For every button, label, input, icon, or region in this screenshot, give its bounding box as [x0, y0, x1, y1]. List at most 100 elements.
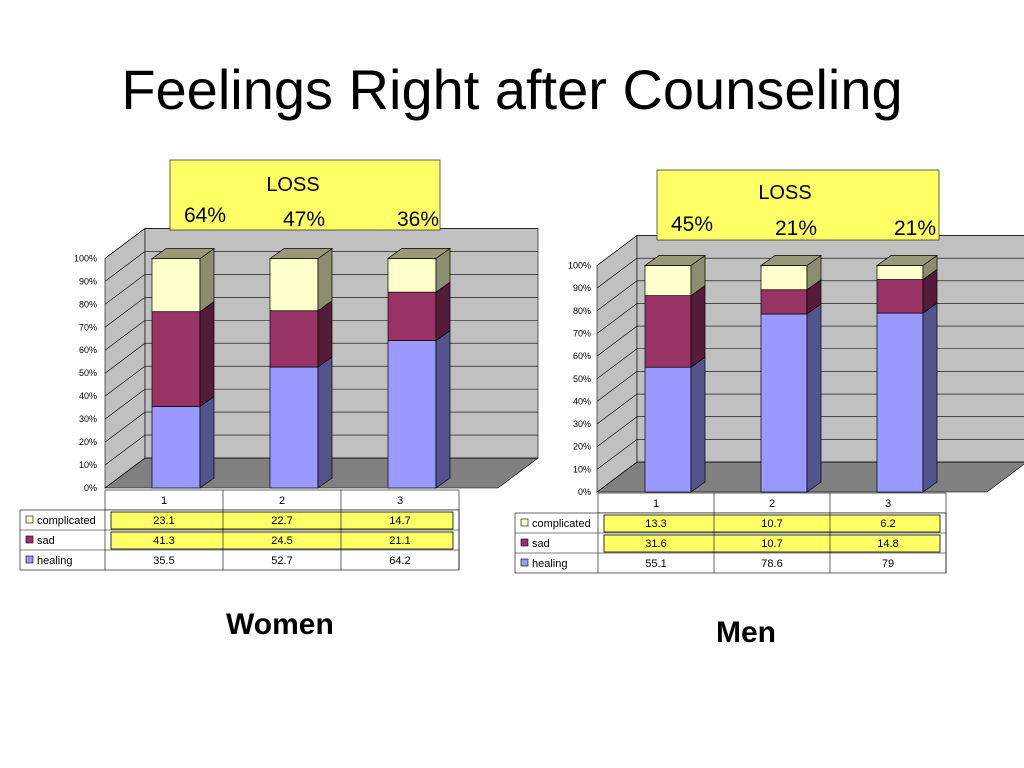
men-x-category-label: 1	[653, 498, 659, 510]
women-legend-label: healing	[37, 555, 72, 567]
men-x-category-label: 2	[769, 498, 775, 510]
women-caption: Women	[226, 608, 334, 641]
men-table-row-highlight	[603, 534, 941, 553]
women-bar-top-1	[150, 248, 216, 259]
women-y-tick-label: 60%	[79, 345, 97, 355]
men-loss-box	[656, 169, 940, 241]
men-y-tick-label: 90%	[573, 283, 591, 293]
men-y-tick-label: 50%	[573, 374, 591, 384]
women-table-value: 21.1	[389, 535, 410, 547]
men-bar-complicated-2	[760, 265, 808, 291]
men-table-value: 6.2	[880, 518, 895, 530]
men-legend-label: sad	[532, 538, 550, 550]
women-y-tick-label: 50%	[79, 368, 97, 378]
men-x-category-label: 3	[885, 498, 891, 510]
men-bar-complicated-3	[876, 265, 924, 280]
women-legend-label: complicated	[37, 515, 96, 527]
men-y-tick-label: 100%	[568, 261, 591, 271]
men-table-value: 14.8	[877, 538, 898, 550]
men-table-value: 10.7	[761, 518, 782, 530]
men-bar-top-3	[875, 255, 939, 266]
women-x-category-label: 1	[161, 495, 167, 507]
women-loss-label: LOSS	[266, 174, 319, 196]
men-loss-value: 21%	[775, 217, 817, 240]
men-table-value: 31.6	[645, 538, 666, 550]
women-legend-label: sad	[37, 535, 55, 547]
men-legend-swatch-sad	[520, 538, 529, 547]
men-bar-healing-2	[760, 313, 808, 493]
men-y-tick-label: 60%	[573, 351, 591, 361]
men-y-tick-label: 70%	[573, 328, 591, 338]
men-bar-side-sad-1	[690, 284, 706, 368]
women-y-tick-label: 90%	[79, 276, 97, 286]
women-y-tick-label: 40%	[79, 391, 97, 401]
women-table-row-highlight	[110, 511, 454, 530]
men-table-value: 10.7	[761, 538, 782, 550]
men-bar-sad-1	[644, 295, 692, 368]
women-y-tick-label: 80%	[79, 299, 97, 309]
men-table-value: 79	[882, 558, 894, 570]
men-y-tick-label: 20%	[573, 442, 591, 452]
page-title: Feelings Right after Counseling	[121, 58, 903, 121]
women-x-category-label: 2	[279, 495, 285, 507]
women-y-tick-label: 0%	[84, 483, 97, 493]
men-bar-sad-3	[876, 279, 924, 314]
women-table-row-highlight	[110, 531, 454, 550]
women-y-tick-label: 20%	[79, 437, 97, 447]
women-table-value: 52.7	[271, 555, 292, 567]
men-loss-value: 45%	[671, 213, 713, 236]
men-loss-value: 21%	[894, 217, 936, 240]
women-bar-complicated-3	[387, 258, 437, 293]
men-bar-side-healing-2	[806, 303, 822, 493]
women-table-value: 22.7	[271, 515, 292, 527]
men-y-tick-label: 0%	[578, 487, 591, 497]
women-bar-healing-2	[269, 366, 319, 489]
men-bar-top-1	[643, 255, 707, 266]
women-table-value: 23.1	[153, 515, 174, 527]
men-bar-healing-3	[876, 312, 924, 493]
men-table-value: 55.1	[645, 558, 666, 570]
men-legend-swatch-healing	[520, 558, 529, 567]
women-table-value: 41.3	[153, 535, 174, 547]
women-table-value: 35.5	[153, 555, 174, 567]
women-legend-swatch-healing	[25, 555, 34, 564]
women-y-tick-label: 100%	[74, 253, 97, 263]
women-y-tick-label: 70%	[79, 322, 97, 332]
women-loss-value: 47%	[283, 208, 325, 231]
women-bar-top-3	[386, 248, 452, 259]
women-loss-value: 64%	[184, 204, 226, 227]
women-y-tick-label: 30%	[79, 414, 97, 424]
women-bar-top-2	[268, 248, 334, 259]
men-legend-label: healing	[532, 558, 567, 570]
women-y-tick-label: 10%	[79, 460, 97, 470]
women-table-value: 14.7	[389, 515, 410, 527]
women-legend-swatch-complicated	[25, 515, 34, 524]
women-bar-complicated-2	[269, 258, 319, 312]
men-caption: Men	[716, 616, 776, 649]
men-y-tick-label: 40%	[573, 396, 591, 406]
men-bar-complicated-1	[644, 265, 692, 296]
men-legend-swatch-complicated	[520, 518, 529, 527]
men-bar-side-healing-1	[690, 356, 706, 493]
men-y-tick-label: 30%	[573, 419, 591, 429]
men-loss-label: LOSS	[758, 182, 811, 204]
women-table-value: 64.2	[389, 555, 410, 567]
men-table-value: 13.3	[645, 518, 666, 530]
women-loss-box	[169, 159, 441, 231]
women-bar-healing-3	[387, 340, 437, 489]
women-table-value: 24.5	[271, 535, 292, 547]
men-bar-healing-1	[644, 366, 692, 493]
women-loss-value: 36%	[397, 208, 439, 231]
women-bar-sad-3	[387, 291, 437, 341]
men-y-tick-label: 10%	[573, 464, 591, 474]
women-legend-swatch-sad	[25, 535, 34, 544]
women-bar-healing-1	[151, 406, 201, 489]
men-table-value: 78.6	[761, 558, 782, 570]
men-bar-side-healing-3	[922, 302, 938, 493]
men-table-row-highlight	[603, 514, 941, 533]
men-legend-label: complicated	[532, 518, 591, 530]
men-y-tick-label: 80%	[573, 306, 591, 316]
women-x-category-label: 3	[397, 495, 403, 507]
